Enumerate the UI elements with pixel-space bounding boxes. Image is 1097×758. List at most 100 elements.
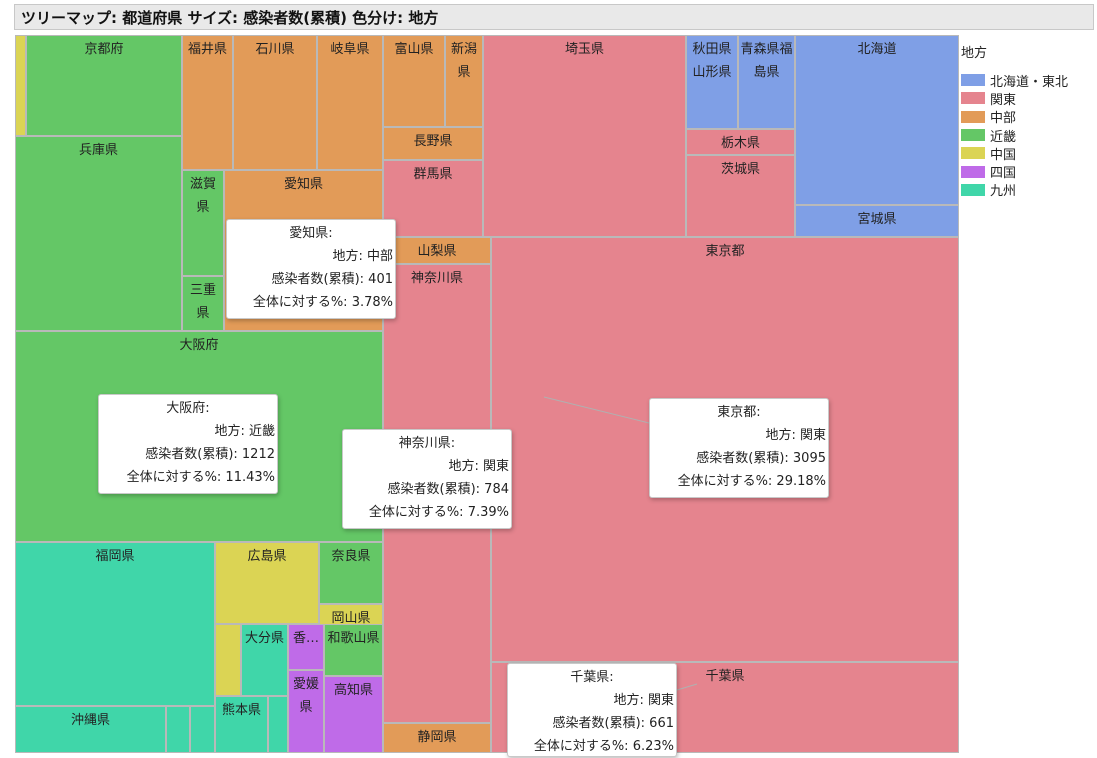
chart-title: ツリーマップ: 都道府県 サイズ: 感染者数(累積) 色分け: 地方 — [21, 9, 439, 27]
treemap-tile[interactable]: 滋賀県 — [182, 170, 224, 276]
tile-label: 群馬県 — [413, 167, 453, 182]
legend-label: 九州 — [990, 184, 1017, 200]
treemap-tile[interactable]: 京都府 — [26, 35, 182, 136]
tooltip-region-label: 地方: 関東 — [765, 428, 826, 443]
legend-label: 四国 — [990, 166, 1017, 182]
tile-label: 福井県 — [187, 42, 227, 57]
legend-item[interactable]: 中部 — [961, 108, 1068, 126]
treemap-tile[interactable]: 広島県 — [215, 542, 319, 624]
tooltip-count-label: 感染者数(累積): 3095 — [696, 451, 826, 466]
tile-label: 愛知県 — [283, 177, 323, 192]
treemap-tile[interactable]: 沖縄県 — [15, 706, 166, 753]
treemap-tile[interactable]: 三重県 — [182, 276, 224, 331]
tile-label: 山梨県 — [417, 244, 457, 259]
treemap-tile[interactable]: 大分県 — [241, 624, 288, 696]
tooltip: 神奈川県: 地方: 関東 感染者数(累積): 784 全体に対する%: 7.39% — [342, 429, 512, 529]
legend-item[interactable]: 北海道・東北 — [961, 71, 1068, 90]
tooltip-count-label: 感染者数(累積): 661 — [552, 716, 674, 731]
tile-label: 福岡県 — [95, 549, 135, 564]
treemap-tile[interactable] — [215, 624, 241, 696]
tile-label: 新潟県 — [450, 42, 477, 80]
tile-label: 岐阜県 — [330, 42, 370, 57]
tile-label: 熊本県 — [221, 703, 261, 718]
treemap-tile[interactable]: 兵庫県 — [15, 136, 182, 331]
tooltip: 愛知県: 地方: 中部 感染者数(累積): 401 全体に対する%: 3.78% — [226, 219, 396, 319]
tile-label: 東京都 — [705, 244, 745, 259]
tile-label: 北海道 — [857, 42, 897, 57]
treemap-tile[interactable]: 静岡県 — [383, 723, 491, 753]
tile-label: 香… — [292, 631, 319, 646]
treemap-tile[interactable]: 奈良県 — [319, 542, 383, 604]
legend-label: 関東 — [990, 92, 1017, 108]
treemap-tile[interactable]: 群馬県 — [383, 160, 483, 237]
tooltip-region-label: 地方: 関東 — [613, 693, 674, 708]
tile-label: 三重県 — [189, 283, 216, 321]
treemap-tile[interactable]: 栃木県 — [686, 129, 795, 155]
treemap-tile[interactable]: 岐阜県 — [317, 35, 383, 170]
treemap-tile[interactable]: 岡山県 — [319, 604, 383, 625]
tile-label: 広島県 — [247, 549, 287, 564]
tile-label: 和歌山県 — [327, 631, 380, 646]
treemap-tile[interactable]: 青森県福島県 — [738, 35, 795, 129]
tile-label: 岡山県 — [331, 611, 371, 625]
tooltip-name: 愛知県: — [289, 226, 333, 241]
tile-label: 滋賀県 — [189, 177, 216, 215]
tile-label: 秋田県山形県 — [692, 42, 732, 80]
treemap-tile[interactable]: 秋田県山形県 — [686, 35, 738, 129]
legend-label: 近畿 — [990, 129, 1017, 145]
tooltip-pct-label: 全体に対する%: 6.23% — [533, 739, 674, 754]
treemap-tile[interactable]: 長野県 — [383, 127, 483, 160]
tile-label: 茨城県 — [720, 162, 760, 177]
legend-label: 中部 — [990, 111, 1017, 127]
tile-label: 宮城県 — [857, 212, 897, 227]
tooltip: 東京都: 地方: 関東 感染者数(累積): 3095 全体に対する%: 29.18% — [649, 398, 829, 498]
treemap-tile[interactable]: 熊本県 — [215, 696, 268, 753]
legend: 地方 北海道・東北関東中部近畿中国四国九州 — [961, 42, 1068, 199]
tile-label: 富山県 — [394, 42, 434, 57]
treemap-tile[interactable]: 香… — [288, 624, 324, 670]
treemap-tile[interactable]: 北海道 — [795, 35, 959, 205]
tile-label: 青森県福島県 — [740, 42, 793, 80]
tile-label: 奈良県 — [331, 549, 371, 564]
treemap-tile[interactable]: 福井県 — [182, 35, 233, 170]
legend-swatch — [961, 183, 985, 196]
treemap-tile[interactable] — [268, 696, 288, 753]
legend-item[interactable]: 近畿 — [961, 126, 1068, 145]
treemap-tile[interactable]: 和歌山県 — [324, 624, 383, 676]
treemap-tile[interactable] — [166, 706, 190, 753]
treemap-tile[interactable]: 富山県 — [383, 35, 445, 127]
treemap-tile[interactable]: 福岡県 — [15, 542, 215, 706]
tile-label: 大阪府 — [179, 338, 219, 353]
treemap-tile[interactable]: 高知県 — [324, 676, 383, 753]
treemap-tile[interactable]: 茨城県 — [686, 155, 795, 237]
tile-label: 栃木県 — [720, 136, 760, 151]
treemap-tile[interactable]: 宮城県 — [795, 205, 959, 237]
treemap-tile[interactable]: 石川県 — [233, 35, 317, 170]
treemap-tile[interactable]: 埼玉県 — [483, 35, 686, 237]
treemap-tile[interactable]: 山梨県 — [383, 237, 491, 264]
tooltip-region-label: 地方: 近畿 — [214, 424, 275, 439]
tile-label: 静岡県 — [417, 730, 457, 745]
tile-label: 兵庫県 — [78, 143, 118, 158]
legend-item[interactable]: 中国 — [961, 144, 1068, 163]
tile-label: 愛媛県 — [292, 677, 319, 715]
treemap-tile[interactable]: 愛媛県 — [288, 670, 324, 753]
treemap-tile[interactable] — [15, 35, 26, 136]
tile-label: 長野県 — [413, 134, 453, 149]
tooltip-count-label: 感染者数(累積): 401 — [271, 272, 393, 287]
legend-swatch — [961, 147, 985, 160]
legend-item[interactable]: 関東 — [961, 89, 1068, 108]
tooltip-name: 千葉県: — [570, 670, 614, 685]
treemap-tile[interactable] — [190, 706, 215, 753]
legend-item[interactable]: 九州 — [961, 181, 1068, 199]
legend-item[interactable]: 四国 — [961, 162, 1068, 182]
legend-swatch — [961, 110, 985, 123]
treemap-tile[interactable]: 新潟県 — [445, 35, 483, 127]
legend-label: 中国 — [990, 147, 1017, 163]
tile-label: 神奈川県 — [410, 271, 463, 286]
tooltip-pct-label: 全体に対する%: 3.78% — [252, 295, 393, 310]
tile-label: 高知県 — [333, 683, 373, 698]
legend-title: 地方 — [961, 46, 988, 61]
legend-swatch — [961, 129, 985, 142]
